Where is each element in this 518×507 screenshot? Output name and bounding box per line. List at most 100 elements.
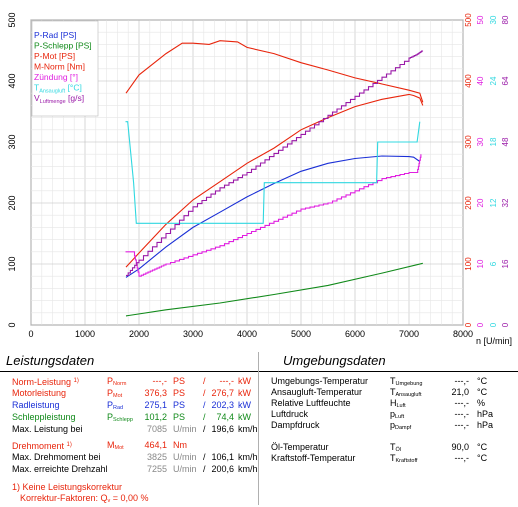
row-separator: / bbox=[203, 424, 206, 434]
row-unit: hPa bbox=[477, 409, 494, 419]
row-value: 21,0 bbox=[451, 387, 469, 397]
umgebung-row: Ansaugluft-Temperatur TAnsaugluft 21,0 °C bbox=[259, 387, 518, 398]
row-separator: / bbox=[203, 412, 206, 422]
row-separator: / bbox=[203, 388, 206, 398]
legend-entry: P-Schlepp [PS] bbox=[34, 41, 92, 51]
row-value-2: 106,1 bbox=[211, 452, 234, 462]
row-label: Kraftstoff-Temperatur bbox=[271, 453, 356, 463]
series-line-t-ansaugluft bbox=[125, 121, 421, 224]
row-unit-1: PS bbox=[173, 376, 186, 386]
x-tick-label: 3000 bbox=[183, 329, 203, 339]
row-value: ---,- bbox=[454, 409, 470, 419]
row-symbol: pDampf bbox=[390, 420, 412, 431]
umgebungsdaten-panel: Umgebungsdaten Umgebungs-Temperatur TUmge… bbox=[259, 352, 518, 505]
row-label: Max. Leistung bei bbox=[12, 424, 83, 434]
leistung-row: Max. erreichte Drehzahl 7255 U/min / 200,6 km… bbox=[0, 464, 258, 475]
footnote-2-text: Korrektur-Faktoren: Qv = 0,00 % bbox=[20, 493, 149, 504]
right-axis-tick: 12 bbox=[489, 198, 498, 207]
right-axis-tick: 400 bbox=[464, 74, 473, 88]
series-line-p-schlepp bbox=[125, 262, 423, 317]
row-value-1: 101,2 bbox=[144, 412, 167, 422]
row-unit-1: Nm bbox=[173, 440, 187, 450]
legend-entry: VLuftmenge [g/s] bbox=[34, 93, 84, 105]
x-tick-label: 5000 bbox=[291, 329, 311, 339]
row-separator: / bbox=[203, 464, 206, 474]
leistung-row: Norm-Leistung 1) PNorm ---,- PS / ---,- kW bbox=[0, 376, 258, 387]
row-symbol: PRad bbox=[107, 400, 124, 411]
right-axis-tick: 100 bbox=[464, 257, 473, 271]
right-axis-tick: 40 bbox=[476, 76, 485, 85]
row-unit-2: kW bbox=[238, 376, 251, 386]
leistung-row: Max. Drehmoment bei 3825 U/min / 106,1 km/h bbox=[0, 452, 258, 463]
right-axis-tick: 32 bbox=[501, 198, 510, 207]
right-axis-tick: 30 bbox=[489, 15, 498, 24]
row-label: Norm-Leistung 1) bbox=[12, 377, 79, 387]
row-label: Ansaugluft-Temperatur bbox=[271, 387, 363, 397]
row-unit: °C bbox=[477, 453, 488, 463]
row-symbol: TAnsaugluft bbox=[390, 387, 422, 398]
row-value-1: 464,1 bbox=[144, 440, 167, 450]
title-rule-right bbox=[259, 371, 518, 372]
leistung-row: Schleppleistung PSchlepp 101,2 PS / 74,4 kW bbox=[0, 412, 258, 423]
right-axis-tick: 16 bbox=[501, 259, 510, 268]
right-axis-tick: 6 bbox=[489, 261, 498, 266]
umgebung-row: Luftdruck pLuft ---,- hPa bbox=[259, 409, 518, 420]
leistungsdaten-panel: Leistungsdaten Norm-Leistung 1) PNorm ---,… bbox=[0, 352, 259, 505]
row-value-1: ---,- bbox=[152, 376, 168, 386]
row-value-2: 202,3 bbox=[211, 400, 234, 410]
row-symbol: TÖl bbox=[390, 442, 401, 453]
row-unit: °C bbox=[477, 387, 488, 397]
right-axis-tick: 80 bbox=[501, 15, 510, 24]
row-unit-2: km/h bbox=[238, 464, 258, 474]
row-label: Max. Drehmoment bei bbox=[12, 452, 101, 462]
row-unit-1: U/min bbox=[173, 424, 197, 434]
row-unit-2: kW bbox=[238, 388, 251, 398]
leistung-row: Drehmoment 1) MMot 464,1 Nm bbox=[0, 440, 258, 451]
legend-entry: P-Rad [PS] bbox=[34, 30, 77, 40]
x-tick-label: 8000 bbox=[453, 329, 473, 339]
row-unit: % bbox=[477, 398, 486, 408]
row-unit-1: PS bbox=[173, 388, 186, 398]
row-symbol: TUmgebung bbox=[390, 376, 423, 387]
row-value-1: 3825 bbox=[146, 452, 167, 462]
umgebung-row: Umgebungs-Temperatur TUmgebung ---,- °C bbox=[259, 376, 518, 387]
x-tick-labels: 0 1000 2000 3000 4000 5000 6000 7000 8000 bbox=[28, 329, 473, 339]
leistung-row: Motorleistung PMot 376,3 PS / 276,7 kW bbox=[0, 388, 258, 399]
y-tick-label: 500 bbox=[7, 12, 17, 27]
legend-entry: Zündung [°] bbox=[34, 72, 78, 82]
row-value-1: 275,1 bbox=[144, 400, 167, 410]
right-axis-tick: 300 bbox=[464, 135, 473, 149]
title-rule bbox=[0, 371, 258, 372]
row-symbol: HLuft bbox=[390, 398, 406, 409]
series-lines bbox=[125, 40, 424, 317]
umgebung-row: Dampfdruck pDampf ---,- hPa bbox=[259, 420, 518, 431]
row-value-1: 376,3 bbox=[144, 388, 167, 398]
right-axis-tick: 50 bbox=[476, 15, 485, 24]
row-separator: / bbox=[203, 400, 206, 410]
x-tick-label: 0 bbox=[28, 329, 33, 339]
y-tick-label: 100 bbox=[7, 256, 17, 271]
row-value: ---,- bbox=[454, 453, 470, 463]
row-unit: hPa bbox=[477, 420, 494, 430]
right-axis-tick: 0 bbox=[464, 322, 473, 327]
leistung-row: Max. Leistung bei 7085 U/min / 196,6 km/h bbox=[0, 424, 258, 435]
row-value-2: 200,6 bbox=[211, 464, 234, 474]
row-label: Dampfdruck bbox=[271, 420, 320, 430]
right-axis-tick: 10 bbox=[476, 259, 485, 268]
right-axis-tick: 30 bbox=[476, 137, 485, 146]
leistung-row: Radleistung PRad 275,1 PS / 202,3 kW bbox=[0, 400, 258, 411]
series-line-p-mot bbox=[125, 93, 424, 268]
legend-entry: P-Mot [PS] bbox=[34, 51, 75, 61]
legend-entry: M-Norm [Nm] bbox=[34, 62, 85, 72]
umgebung-row: Kraftstoff-Temperatur TKraftstoff ---,- °C bbox=[259, 453, 518, 464]
row-unit: °C bbox=[477, 376, 488, 386]
y-tick-label: 0 bbox=[7, 322, 17, 327]
row-value: ---,- bbox=[454, 420, 470, 430]
right-axis-tick: 24 bbox=[489, 76, 498, 85]
row-value-2: 196,6 bbox=[211, 424, 234, 434]
row-separator: / bbox=[203, 376, 206, 386]
umgebung-row: Öl-Temperatur TÖl 90,0 °C bbox=[259, 442, 518, 453]
umgebungsdaten-title: Umgebungsdaten bbox=[283, 353, 386, 368]
row-label: Schleppleistung bbox=[12, 412, 76, 422]
row-unit-2: km/h bbox=[238, 452, 258, 462]
